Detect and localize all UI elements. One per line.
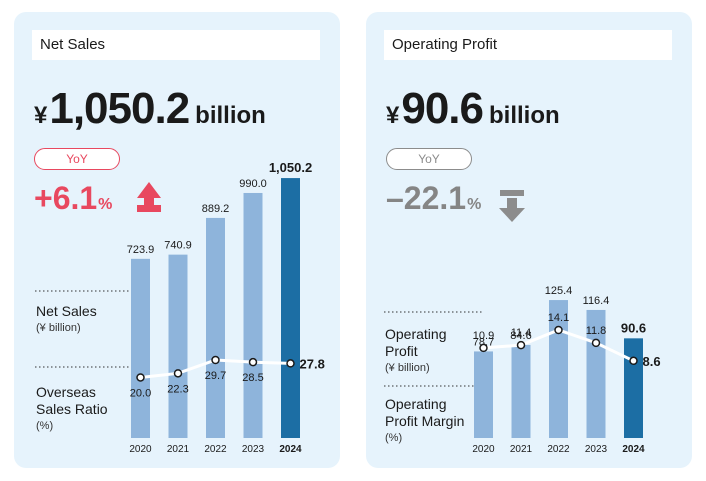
bar-value-label: 116.4 (583, 295, 610, 307)
x-tick-label: 2023 (242, 444, 265, 455)
legend-overseas-ratio: Overseas Sales Ratio (%) (36, 384, 114, 435)
x-tick-label: 2021 (510, 444, 533, 455)
ratio-point (136, 373, 145, 382)
operating-profit-chart: 78.7 2020 84.6 2021 125.4 2022 116.4 2023 90.6 20… (384, 190, 661, 455)
ratio-value-label: 14.1 (548, 312, 569, 324)
bar-value-label: 740.9 (164, 240, 192, 252)
big-figure-unit: billion (195, 102, 266, 129)
ratio-point (516, 340, 526, 350)
bar (281, 178, 300, 438)
currency-symbol: ¥ (386, 102, 400, 129)
yoy-badge: YoY (386, 148, 472, 170)
net-sales-chart: 723.9 2020 740.9 2021 889.2 2022 990.0 2023 1,05… (35, 160, 325, 455)
x-tick-label: 2024 (279, 444, 302, 455)
bar (474, 351, 493, 438)
yoy-unit: % (467, 196, 482, 213)
panel-title: Net Sales (32, 30, 320, 60)
net-sales-panel: Net Sales ¥1,050.2 billion YoY +6.1% 723.… (14, 12, 340, 468)
x-tick-label: 2023 (585, 444, 608, 455)
bar (549, 300, 568, 438)
big-figure: ¥1,050.2 billion (34, 84, 266, 134)
bar-value-label: 90.6 (621, 320, 646, 335)
ratio-point (479, 343, 488, 353)
yoy-unit: % (98, 196, 113, 213)
bar-value-label: 125.4 (545, 285, 573, 297)
currency-symbol: ¥ (34, 102, 48, 129)
x-tick-label: 2024 (622, 444, 645, 455)
down-arrow-icon (499, 190, 525, 222)
big-figure-unit: billion (489, 102, 560, 129)
ratio-value-label: 10.9 (473, 330, 494, 342)
ratio-value-label: 11.8 (586, 325, 607, 337)
bar-value-label: 723.9 (127, 244, 155, 256)
ratio-point (173, 369, 183, 378)
x-tick-label: 2020 (472, 444, 495, 455)
panel-title: Operating Profit (384, 30, 672, 60)
legend-unit: (%) (36, 420, 54, 432)
legend-operating-margin: Operating Profit Margin (%) (385, 396, 475, 447)
ratio-point (211, 355, 220, 365)
ratio-point (591, 338, 601, 348)
legend-label: Operating Profit Margin (385, 396, 465, 429)
legend-operating-profit: Operating Profit (¥ billion) (385, 326, 475, 377)
bar-value-label: 1,050.2 (269, 160, 312, 175)
big-figure: ¥90.6 billion (386, 84, 560, 134)
x-tick-label: 2021 (167, 444, 190, 455)
ratio-value-label: 8.6 (643, 354, 661, 369)
x-tick-label: 2022 (547, 444, 570, 455)
ratio-value-label: 28.5 (242, 372, 263, 384)
ratio-point (554, 325, 563, 335)
x-tick-label: 2022 (204, 444, 227, 455)
legend-net-sales: Net Sales (¥ billion) (36, 303, 97, 337)
bar-value-label: 84.6 (510, 330, 531, 342)
legend-label: Overseas Sales Ratio (36, 384, 108, 417)
big-figure-value: 90.6 (401, 84, 484, 133)
bar (168, 254, 188, 438)
legend-unit: (¥ billion) (36, 322, 81, 334)
ratio-value-label: 20.0 (130, 387, 151, 399)
operating-profit-panel: Operating Profit ¥90.6 billion YoY –22.1%… (366, 12, 692, 468)
yoy-value: +6.1% (34, 180, 112, 217)
bar (131, 258, 150, 438)
ratio-point (629, 356, 638, 366)
ratio-point (248, 357, 258, 367)
bar (624, 338, 643, 438)
yoy-value: –22.1% (386, 180, 481, 217)
ratio-value-label: 29.7 (205, 370, 226, 382)
ratio-point (286, 359, 295, 368)
legend-unit: (%) (385, 432, 403, 444)
yoy-number: +6.1 (34, 180, 98, 216)
bar-value-label: 990.0 (239, 178, 267, 190)
ratio-value-label: 11.4 (511, 327, 532, 339)
bar-value-label: 889.2 (202, 203, 230, 215)
bar (243, 192, 263, 438)
up-arrow-icon (137, 182, 161, 212)
legend-label: Net Sales (36, 303, 97, 319)
yoy-number: –22.1 (386, 180, 467, 216)
ratio-value-label: 27.8 (300, 356, 325, 371)
bar (206, 217, 225, 438)
big-figure-value: 1,050.2 (49, 84, 190, 133)
ratio-value-label: 22.3 (167, 383, 188, 395)
legend-unit: (¥ billion) (385, 362, 430, 374)
x-tick-label: 2020 (129, 444, 152, 455)
yoy-badge: YoY (34, 148, 120, 170)
bar (511, 344, 531, 438)
bar-value-label: 78.7 (473, 336, 494, 348)
legend-label: Operating Profit (385, 326, 447, 359)
